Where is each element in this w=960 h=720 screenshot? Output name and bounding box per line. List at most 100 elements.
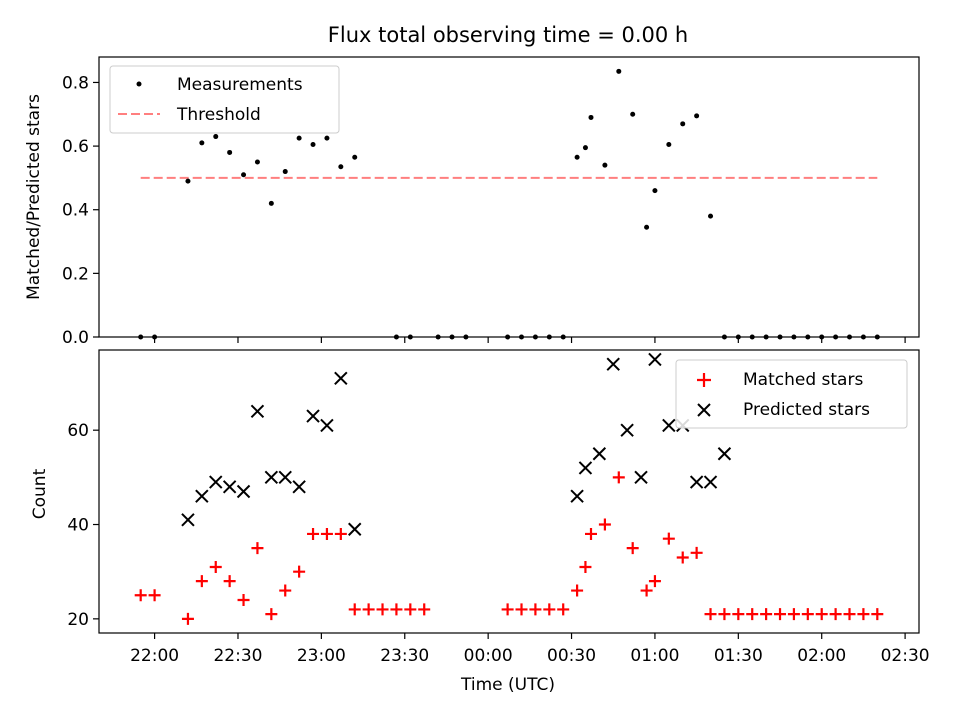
predicted-stars-point bbox=[620, 423, 634, 437]
matched-stars-point bbox=[529, 603, 542, 616]
predicted-stars-point bbox=[250, 404, 265, 419]
x-tick-label: 23:00 bbox=[297, 646, 346, 666]
predicted-stars-point bbox=[334, 371, 348, 386]
measurement-point bbox=[680, 121, 686, 127]
x-tick-label: 01:30 bbox=[714, 646, 763, 666]
legend-marker-predicted-stars bbox=[697, 403, 711, 417]
measurement-point bbox=[138, 334, 144, 340]
top-y-tick-label: 0.2 bbox=[62, 264, 89, 284]
predicted-stars-point bbox=[717, 447, 732, 461]
top-legend-box bbox=[109, 65, 340, 134]
matched-stars-point bbox=[543, 603, 556, 616]
matched-stars-point bbox=[362, 603, 375, 616]
matched-stars-point bbox=[515, 603, 528, 616]
x-tick-label: 01:00 bbox=[630, 646, 679, 666]
measurement-point bbox=[546, 334, 552, 340]
matched-stars-point bbox=[662, 532, 675, 545]
matched-stars-point bbox=[829, 608, 842, 621]
matched-stars-point bbox=[195, 575, 208, 588]
measurement-point bbox=[152, 334, 158, 340]
matched-stars-point bbox=[815, 608, 828, 621]
predicted-stars-point bbox=[570, 489, 584, 503]
top-y-ticks: 0.0 0.2 0.4 0.6 0.8 bbox=[62, 73, 99, 348]
measurement-point bbox=[449, 334, 455, 340]
measurement-point bbox=[666, 142, 672, 147]
predicted-stars-point bbox=[662, 418, 676, 433]
matched-stars-point bbox=[418, 603, 431, 616]
measurement-point bbox=[227, 149, 233, 155]
measurement-point bbox=[407, 334, 413, 340]
matched-stars-point bbox=[251, 542, 264, 555]
measurement-point bbox=[749, 334, 755, 340]
measurement-point bbox=[860, 334, 866, 340]
bottom-y-ticks: 20 40 60 bbox=[67, 421, 99, 630]
measurement-point bbox=[582, 145, 588, 151]
matched-stars-point bbox=[134, 589, 147, 602]
matched-stars-point bbox=[787, 608, 800, 621]
measurement-point bbox=[560, 334, 566, 340]
bottom-x-ticks: 22:00 22:30 23:00 23:30 00:00 00:30 01:00 01:30… bbox=[130, 633, 930, 666]
predicted-stars-point bbox=[703, 475, 718, 489]
matched-stars-point bbox=[732, 608, 745, 621]
top-legend: Measurements Threshold bbox=[109, 65, 340, 134]
matched-stars-point bbox=[843, 608, 856, 621]
matched-stars-point bbox=[334, 527, 347, 540]
legend-marker-measurements bbox=[136, 81, 142, 87]
measurement-point bbox=[735, 334, 741, 340]
measurement-point bbox=[652, 188, 658, 194]
bottom-y-tick-label: 60 bbox=[67, 421, 89, 441]
matched-stars-point bbox=[871, 608, 884, 621]
predicted-stars-point bbox=[648, 352, 662, 367]
matched-stars-point bbox=[376, 603, 389, 616]
matched-stars-point bbox=[612, 471, 625, 484]
measurement-point bbox=[338, 164, 344, 170]
measurement-point bbox=[588, 114, 594, 120]
measurement-point bbox=[199, 140, 205, 146]
matched-stars-point bbox=[223, 575, 236, 588]
matched-stars-point bbox=[718, 608, 731, 621]
matched-stars-point bbox=[501, 603, 514, 616]
measurement-point bbox=[352, 154, 358, 160]
bottom-panel: 20 40 60 22:00 22:30 23:00 23:30 00:00 00:30 01:… bbox=[30, 349, 930, 695]
matched-stars-point bbox=[390, 603, 403, 616]
matched-stars-point bbox=[320, 527, 333, 540]
matched-stars-point bbox=[585, 527, 597, 540]
measurement-point bbox=[574, 154, 580, 160]
bottom-legend-box bbox=[675, 359, 908, 429]
matched-stars-point bbox=[237, 593, 250, 606]
matched-stars-point bbox=[348, 603, 361, 616]
measurement-point bbox=[708, 213, 714, 219]
predicted-stars-point bbox=[634, 470, 648, 485]
measurement-point bbox=[463, 334, 469, 340]
measurement-point bbox=[630, 111, 636, 117]
bottom-y-tick-label: 20 bbox=[67, 610, 89, 630]
predicted-stars-point bbox=[222, 480, 237, 494]
matched-stars-point bbox=[579, 560, 592, 573]
predicted-stars-point bbox=[348, 522, 362, 536]
measurement-point bbox=[185, 178, 191, 184]
matched-stars-point bbox=[690, 546, 703, 559]
measurement-point bbox=[213, 134, 219, 140]
chart-title: Flux total observing time = 0.00 h bbox=[328, 23, 688, 47]
predicted-stars-point bbox=[209, 475, 223, 489]
measurement-point bbox=[241, 172, 247, 178]
measurement-point bbox=[282, 169, 288, 175]
measurement-point bbox=[874, 334, 880, 340]
predicted-stars-point bbox=[306, 409, 320, 423]
top-y-tick-label: 0.6 bbox=[62, 137, 89, 157]
x-tick-label: 22:30 bbox=[213, 646, 262, 666]
predicted-stars-point bbox=[606, 357, 620, 371]
x-tick-label: 02:30 bbox=[881, 646, 930, 666]
legend-label-predicted-stars: Predicted stars bbox=[743, 400, 870, 420]
x-tick-label: 02:00 bbox=[797, 646, 846, 666]
matched-stars-point bbox=[598, 518, 611, 531]
predicted-stars-point bbox=[578, 461, 593, 475]
matched-stars-point bbox=[571, 584, 584, 597]
matched-stars-point bbox=[148, 589, 161, 602]
measurement-point bbox=[602, 162, 608, 168]
predicted-stars-point bbox=[195, 489, 209, 503]
measurement-point bbox=[847, 334, 853, 340]
matched-stars-point bbox=[265, 608, 278, 621]
measurement-point bbox=[268, 200, 274, 206]
measurement-point bbox=[833, 334, 839, 340]
